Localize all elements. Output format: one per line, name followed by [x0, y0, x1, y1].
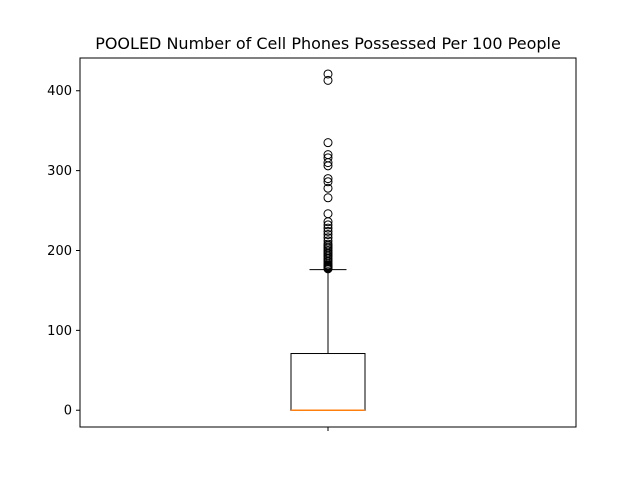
outlier-point: [323, 223, 333, 233]
outlier-point: [323, 69, 333, 79]
outlier-point: [323, 220, 333, 230]
plot-area: [290, 69, 366, 411]
axes-frame: [79, 57, 577, 428]
outlier-point: [323, 230, 333, 240]
outlier-point: [323, 239, 333, 249]
outlier-point: [323, 153, 333, 163]
y-tick-label: 0: [64, 404, 72, 419]
outlier-point: [323, 75, 333, 85]
y-tick-label: 300: [47, 164, 72, 179]
y-tick-label: 200: [47, 244, 72, 259]
outlier-point: [323, 138, 333, 148]
chart-title: POOLED Number of Cell Phones Possessed P…: [95, 34, 561, 53]
outlier-point: [323, 174, 333, 184]
outlier-point: [323, 236, 333, 246]
outlier-point: [323, 183, 333, 193]
y-tick-label: 100: [47, 324, 72, 339]
iqr-box: [290, 353, 366, 411]
outlier-point: [323, 150, 333, 160]
outlier-point: [323, 233, 333, 243]
outlier-point: [323, 177, 333, 187]
outlier-point: [323, 226, 333, 236]
y-tick-label: 400: [47, 84, 72, 99]
outlier-point: [323, 193, 333, 203]
outlier-point: [323, 209, 333, 219]
y-axis: 0 100 200 300 400: [47, 84, 80, 419]
